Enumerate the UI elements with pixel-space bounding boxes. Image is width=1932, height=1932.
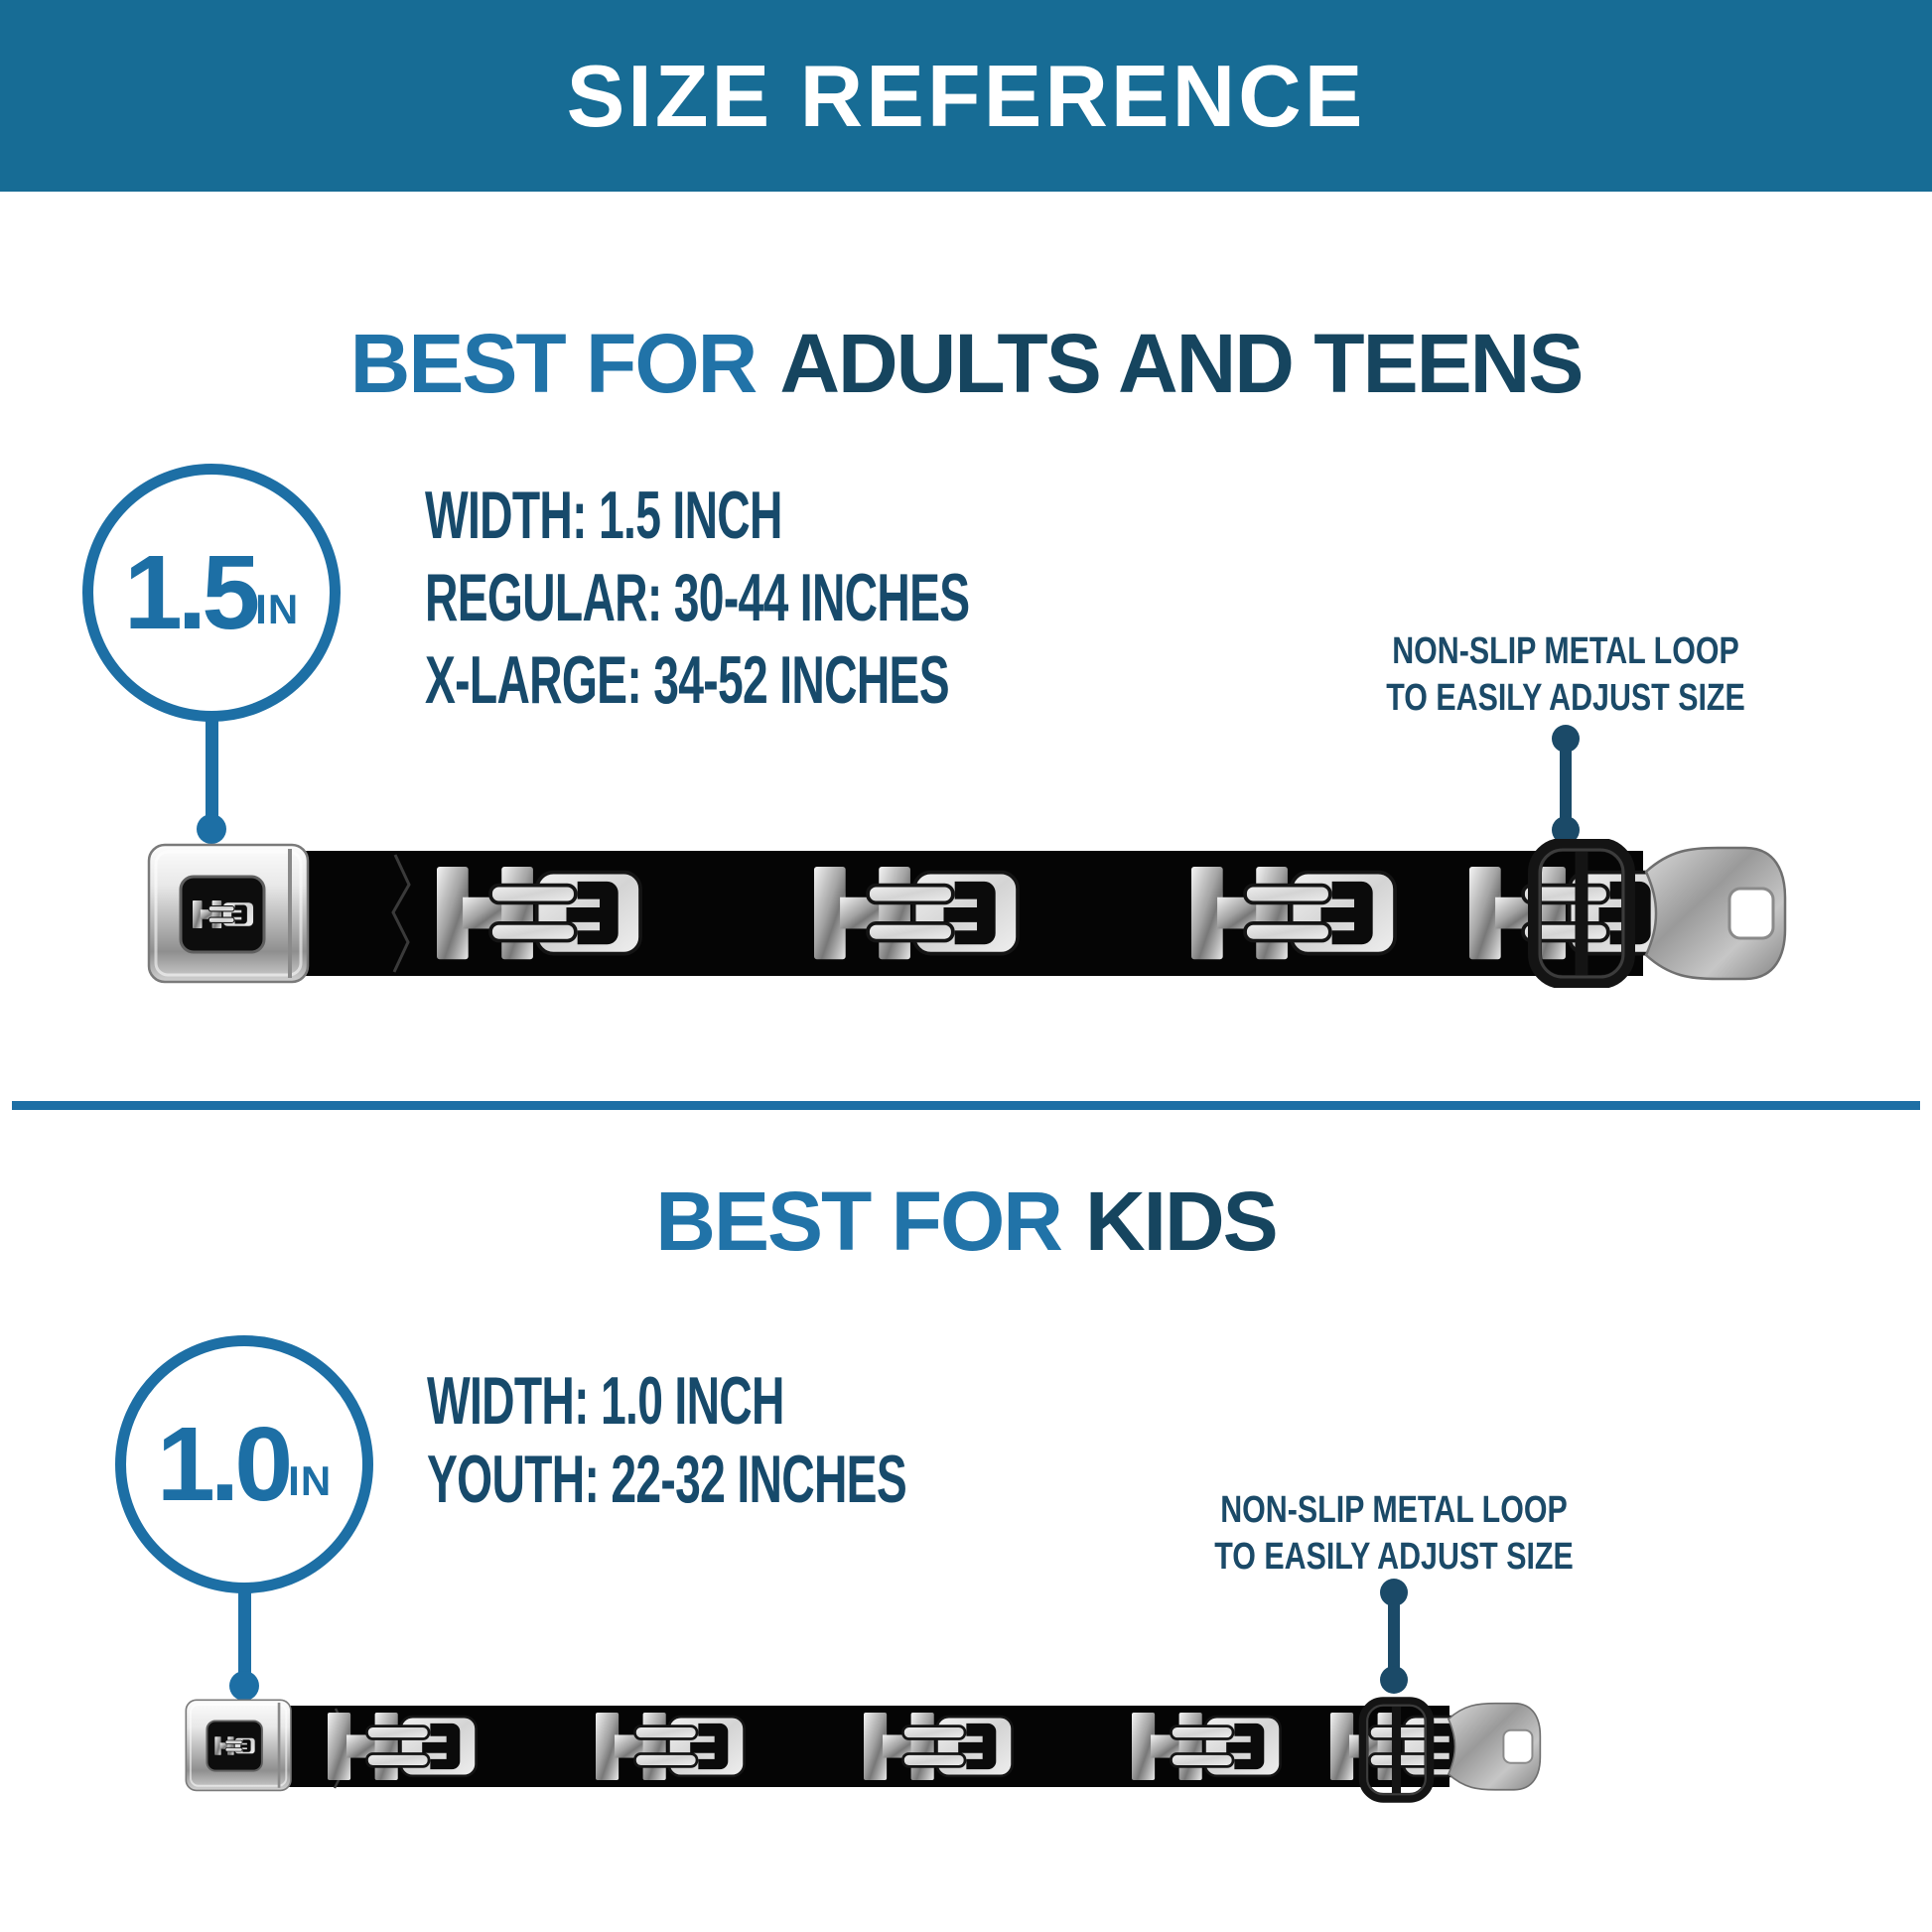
seatbelt-buckle <box>149 845 308 982</box>
callout-line1: NON-SLIP METAL LOOP <box>1220 1489 1568 1531</box>
width-unit: IN <box>288 1457 333 1504</box>
heading-kids-rest: KIDS <box>1084 1174 1279 1268</box>
latch-plate <box>1644 846 1787 981</box>
callout-line2: TO EASILY ADJUST SIZE <box>1386 677 1745 719</box>
badge-pointer-dot <box>197 814 226 844</box>
heading-kids: BEST FOR KIDS <box>0 1173 1932 1270</box>
h3-logo <box>862 1711 1014 1782</box>
callout-line2: TO EASILY ADJUST SIZE <box>1214 1536 1574 1578</box>
section-divider <box>12 1101 1920 1110</box>
specs-kids: WIDTH: 1.0 INCH YOUTH: 22-32 INCHES <box>427 1362 907 1519</box>
width-badge-adults: 1.5 IN <box>82 464 341 722</box>
h3-logo <box>594 1711 746 1782</box>
latch-plate <box>1447 1702 1542 1791</box>
belt-stitching <box>391 854 411 973</box>
spec-regular: REGULAR: 30-44 INCHES <box>425 560 970 635</box>
width-badge-kids: 1.0 IN <box>115 1335 373 1593</box>
belt-adults <box>139 839 1787 988</box>
spec-youth: YOUTH: 22-32 INCHES <box>427 1442 907 1517</box>
banner: SIZE REFERENCE <box>0 0 1932 192</box>
h3-logo <box>435 865 642 962</box>
spec-width: WIDTH: 1.5 INCH <box>425 478 782 553</box>
callout-adults: NON-SLIP METAL LOOP TO EASILY ADJUST SIZ… <box>1367 628 1764 722</box>
badge-pointer-line <box>238 1591 251 1683</box>
page-title: SIZE REFERENCE <box>566 46 1366 145</box>
heading-kids-prefix: BEST FOR <box>655 1174 1063 1268</box>
width-value: 1.5 <box>123 533 260 651</box>
heading-adults-prefix: BEST FOR <box>349 317 759 410</box>
callout-pointer-bottom-dot <box>1380 1666 1408 1694</box>
seatbelt-buckle <box>186 1700 291 1790</box>
h3-logo <box>812 865 1020 962</box>
callout-kids: NON-SLIP METAL LOOP TO EASILY ADJUST SIZ… <box>1195 1487 1592 1581</box>
heading-adults: BEST FOR ADULTS AND TEENS <box>0 316 1932 412</box>
width-unit: IN <box>255 586 300 632</box>
h3-logo <box>1189 865 1397 962</box>
badge-pointer-dot <box>229 1671 259 1701</box>
callout-line1: NON-SLIP METAL LOOP <box>1392 630 1739 672</box>
h3-logo <box>1130 1711 1282 1782</box>
belt-kids <box>179 1693 1542 1807</box>
callout-pointer-line <box>1388 1592 1400 1680</box>
spec-width: WIDTH: 1.0 INCH <box>427 1363 784 1439</box>
h3-logo <box>326 1711 478 1782</box>
heading-adults-rest: ADULTS AND TEENS <box>779 317 1584 410</box>
width-value: 1.0 <box>156 1405 293 1523</box>
badge-pointer-line <box>206 720 218 827</box>
callout-pointer-line <box>1560 739 1572 828</box>
spec-xlarge: X-LARGE: 34-52 INCHES <box>425 642 950 718</box>
specs-adults: WIDTH: 1.5 INCH REGULAR: 30-44 INCHES X-… <box>425 475 970 722</box>
h3-logo <box>1467 865 1675 962</box>
